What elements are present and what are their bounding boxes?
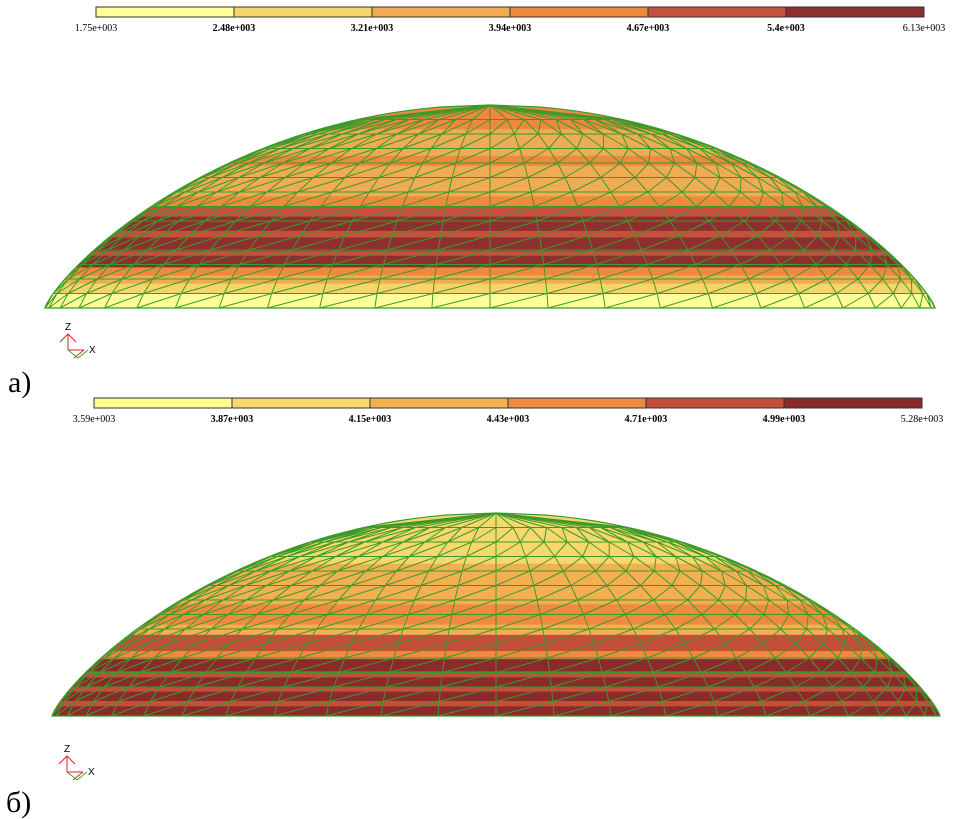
legend-label: 5.28e+003 xyxy=(901,414,944,425)
axis-y xyxy=(68,350,88,358)
figure: 1.75e+003 2.48e+003 3.21e+003 3.94e+003 4.67… xyxy=(0,0,955,819)
axis-x-label: X xyxy=(89,345,96,356)
panel-label: б) xyxy=(6,786,31,819)
dome xyxy=(40,105,940,309)
legend-label: 6.13e+003 xyxy=(903,23,946,34)
legend-label: 4.15e+003 xyxy=(349,414,392,425)
legend-label: 4.71e+003 xyxy=(625,414,668,425)
legend-label: 4.99e+003 xyxy=(763,414,806,425)
legend-label: 3.87e+003 xyxy=(211,414,254,425)
axis-x-label: X xyxy=(88,767,95,778)
legend-label: 5.4e+003 xyxy=(767,23,805,34)
legend-swatch xyxy=(648,7,786,17)
axis-z-label: Z xyxy=(65,322,71,333)
axis-y xyxy=(67,772,87,780)
axis-z xyxy=(60,334,76,350)
legend-label: 3.94e+003 xyxy=(489,23,532,34)
dome xyxy=(47,513,945,717)
legend-label: 4.67e+003 xyxy=(627,23,670,34)
legend-label: 3.21e+003 xyxy=(351,23,394,34)
legend-swatch xyxy=(94,398,232,408)
legend-swatch xyxy=(508,398,646,408)
legend-swatch xyxy=(786,7,924,17)
panel-label: a) xyxy=(8,366,31,399)
legend-swatch xyxy=(646,398,784,408)
legend-label: 4.43e+003 xyxy=(487,414,530,425)
legend-swatch xyxy=(234,7,372,17)
panel: 3.59e+003 3.87e+003 4.15e+003 4.43e+003 4.71… xyxy=(6,398,945,819)
legend-swatch xyxy=(784,398,922,408)
panel: 1.75e+003 2.48e+003 3.21e+003 3.94e+003 4.67… xyxy=(8,7,945,399)
axis-z xyxy=(59,756,75,772)
legend-label: 1.75e+003 xyxy=(75,23,118,34)
legend-swatch xyxy=(510,7,648,17)
legend-swatch xyxy=(96,7,234,17)
legend-swatch xyxy=(370,398,508,408)
legend-label: 2.48e+003 xyxy=(213,23,256,34)
legend-label: 3.59e+003 xyxy=(73,414,116,425)
axis-z-label: Z xyxy=(64,744,70,755)
legend-swatch xyxy=(372,7,510,17)
legend-swatch xyxy=(232,398,370,408)
